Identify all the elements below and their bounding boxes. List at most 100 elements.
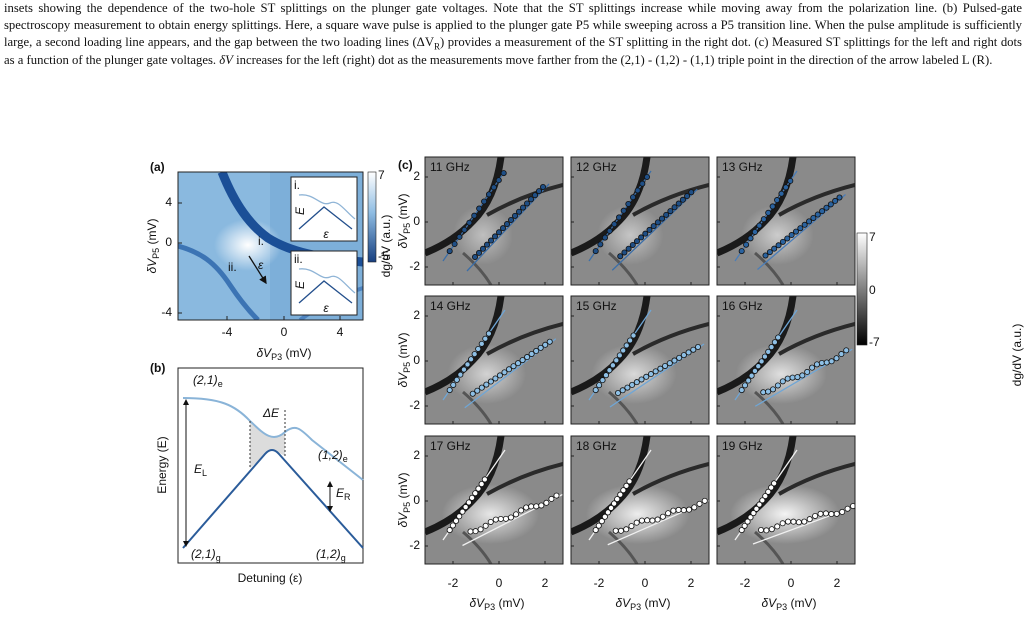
measured-point [765, 488, 772, 495]
measured-point [686, 506, 693, 513]
measured-point [646, 226, 653, 233]
measured-point [496, 229, 503, 236]
colorbar-label: dg/dV (a.u.) [1010, 324, 1024, 387]
annotation: ε [258, 258, 264, 272]
measured-point [633, 379, 640, 386]
measured-point [748, 372, 755, 379]
colorbar-tick: 7 [869, 230, 876, 244]
measured-point [538, 502, 545, 509]
x-axis-label: Detuning (ε) [238, 571, 303, 585]
measured-point [638, 376, 645, 383]
transition-line [754, 251, 785, 285]
frame [177, 171, 364, 321]
x-axis-label: δVP3 (mV) [615, 596, 670, 612]
measured-point [480, 245, 487, 252]
measured-point [633, 519, 640, 526]
measured-point [771, 245, 778, 252]
measured-point [742, 382, 749, 389]
measured-point [612, 527, 619, 534]
measured-point [617, 253, 624, 260]
measured-point [620, 347, 627, 354]
colorbar-tick: -5 [378, 249, 389, 263]
frame [570, 435, 710, 565]
y-tick-label: -4 [161, 305, 172, 319]
measured-point [453, 376, 460, 383]
measured-point [528, 196, 535, 203]
measured-point [787, 177, 794, 184]
gap-label: ER [336, 486, 351, 502]
measured-point [643, 373, 650, 380]
measured-point [613, 357, 620, 364]
panel-label: (c) [398, 158, 413, 172]
measured-point [464, 361, 471, 368]
measured-point [501, 369, 508, 376]
measured-point [827, 201, 834, 208]
measured-point [756, 222, 763, 229]
bright-region [453, 205, 513, 265]
measured-point [606, 367, 613, 374]
frame [570, 295, 710, 425]
measured-point [638, 234, 645, 241]
measured-point [639, 180, 646, 187]
gap-label: EL [194, 462, 207, 478]
y-axis-label: δVP5 (mV) [396, 332, 412, 387]
frequency-label: 17 GHz [430, 439, 471, 453]
measured-point [774, 197, 781, 204]
frequency-label: 14 GHz [430, 299, 471, 313]
inset-ylabel: E [293, 280, 307, 289]
transition-line [486, 322, 563, 356]
x-axis-label-main: δV [761, 596, 777, 610]
measured-point [685, 349, 692, 356]
arrow [248, 255, 267, 285]
measured-point [750, 510, 757, 517]
measured-point [466, 219, 473, 226]
measured-point [459, 508, 466, 515]
frequency-label: 11 GHz [430, 160, 470, 174]
inset-xlabel: ε [323, 301, 329, 315]
measured-point [481, 476, 488, 483]
measured-point [602, 234, 609, 241]
transition-line [717, 296, 797, 396]
measured-point [671, 204, 678, 211]
measured-point [771, 480, 778, 487]
measured-point [460, 366, 467, 373]
state-label: (2,1)e [193, 373, 223, 389]
frequency-label: 18 GHz [576, 439, 617, 453]
measured-point [760, 216, 767, 223]
measured-point [763, 527, 770, 534]
measured-point [450, 381, 457, 388]
measured-point [504, 221, 511, 228]
y-axis-label: δVP5 (mV) [396, 193, 412, 248]
x-tick-label: 0 [281, 325, 288, 339]
measured-point [671, 357, 678, 364]
measured-point [451, 241, 458, 248]
measured-point [744, 518, 751, 525]
transition-line [486, 183, 563, 217]
measured-point [696, 500, 703, 507]
measured-point [784, 375, 791, 382]
state-label-sub: g [341, 553, 346, 563]
measured-point [652, 368, 659, 375]
transition-line [608, 530, 639, 564]
frame [716, 295, 856, 425]
measured-point [519, 357, 526, 364]
measured-point [543, 499, 550, 506]
measured-point [768, 484, 775, 491]
measured-point [502, 515, 509, 522]
measured-point [784, 235, 791, 242]
measured-point [446, 527, 453, 534]
y-axis-label-main: δV [145, 258, 159, 274]
y-axis-label-sub: P5 [402, 502, 412, 513]
measured-point [810, 214, 817, 221]
measured-point [472, 490, 479, 497]
measured-point [759, 497, 766, 504]
x-tick-label: 4 [337, 325, 344, 339]
measured-point [684, 193, 691, 200]
measured-point [627, 337, 634, 344]
measured-point [779, 520, 786, 527]
measured-point [524, 354, 531, 361]
measured-point [775, 334, 782, 341]
map-image [425, 436, 563, 564]
bright-region [730, 484, 840, 544]
measured-point [528, 503, 535, 510]
